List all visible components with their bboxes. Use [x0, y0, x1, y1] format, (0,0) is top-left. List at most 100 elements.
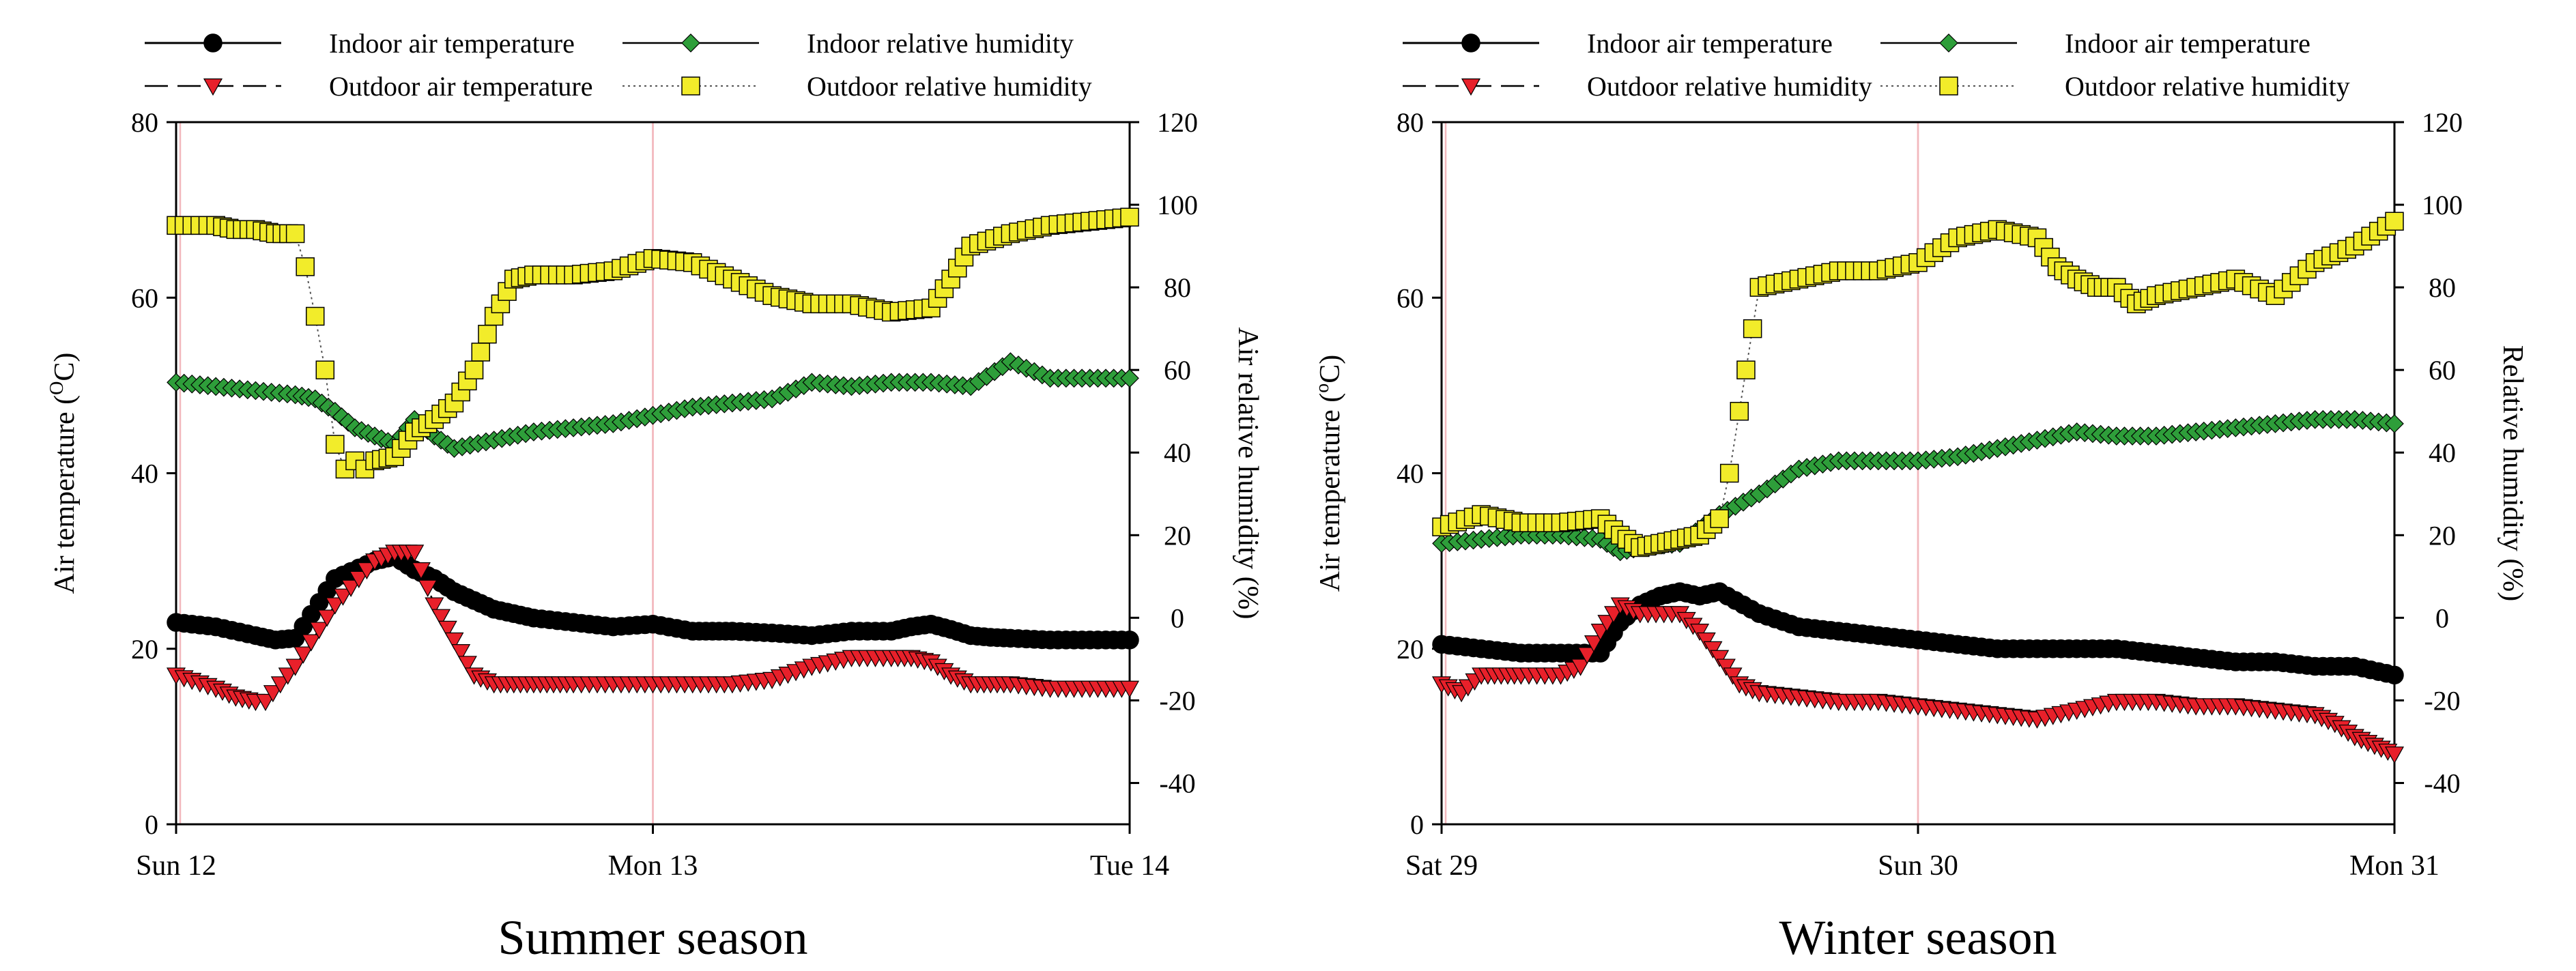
legend-marker [681, 76, 700, 96]
right-axis-tick-label: 40 [2429, 437, 2456, 468]
outdoor-temp-point [301, 634, 321, 652]
left-axis-tick-label: 40 [131, 459, 158, 489]
right-axis-tick-label: 20 [2429, 520, 2456, 551]
outdoor-temp-point [1690, 624, 1710, 641]
outdoor-temp-point [278, 667, 298, 685]
outdoor-rh-point [1710, 509, 1729, 528]
x-axis-tick-label: Mon 13 [608, 850, 698, 882]
right-axis-tick-label: 120 [2422, 107, 2463, 138]
left-axis-tick-label: 80 [1397, 107, 1424, 138]
outdoor-rh-point [1743, 319, 1762, 338]
legend-item: Indoor air temperature [145, 28, 575, 59]
outdoor-temp-point [438, 620, 457, 638]
outdoor-rh-point [471, 343, 491, 362]
indoor-rh-series [167, 352, 1139, 459]
legend-label: Indoor air temperature [2065, 28, 2310, 59]
outdoor-rh-point [478, 324, 497, 344]
outdoor-temp-point [1119, 680, 1140, 698]
legend-label: Indoor relative humidity [807, 28, 1074, 59]
x-axis-tick-label: Sun 12 [136, 850, 216, 882]
legend-label: Outdoor air temperature [329, 71, 593, 102]
outdoor-rh-point [464, 360, 484, 379]
y-axis-label: Air temperature (oC) [1312, 355, 1346, 592]
right-axis-tick-label: 80 [2429, 272, 2456, 303]
right-axis-tick-label: 60 [2429, 355, 2456, 386]
x-axis-tick-label: Sun 30 [1878, 850, 1958, 882]
legend-item: Outdoor relative humidity [1880, 71, 2350, 102]
legend-marker [1939, 33, 1958, 53]
winter-chart-panel: 0 20 40 60 80 -40 -20 0 20 40 60 80 100 120 Sat 29 Sun … [1312, 28, 2528, 965]
left-axis-tick-label: 40 [1397, 459, 1424, 489]
legend-marker [1939, 76, 1958, 96]
right-axis-tick-label: -40 [2424, 768, 2460, 798]
right-axis-tick-label: 20 [1164, 520, 1191, 551]
right-axis-tick-label: 100 [1157, 190, 1198, 220]
legend-marker [681, 33, 700, 53]
legend-marker [203, 33, 223, 53]
outdoor-temp-point [1577, 647, 1597, 665]
outdoor-temp-point [263, 685, 283, 703]
left-axis-tick-label: 20 [131, 634, 158, 665]
left-axis-tick-label: 20 [1397, 634, 1424, 665]
outdoor-rh-point [305, 306, 325, 326]
outdoor-rh-point [1719, 463, 1739, 483]
outdoor-rh-point [1736, 360, 1756, 379]
x-axis-tick-label: Mon 31 [2349, 850, 2439, 882]
legend-label: Outdoor relative humidity [2065, 71, 2350, 102]
legend-label: Outdoor relative humidity [807, 71, 1092, 102]
x-axis-tick-label: Sat 29 [1405, 850, 1478, 882]
outdoor-temp-point [1696, 632, 1716, 650]
y2-axis-label: Air relative humidity (%) [1232, 327, 1263, 619]
outdoor-rh-series [167, 207, 1139, 479]
y-axis-label-superscript: O [46, 381, 68, 395]
summer-chart-panel: 0 20 40 60 80 -40 -20 0 20 40 60 80 100 120 Sun 12 Mon … [46, 28, 1263, 965]
legend-item: Indoor relative humidity [622, 28, 1074, 59]
outdoor-temp-point [349, 570, 369, 589]
y2-axis-label: Relative humidity (%) [2497, 345, 2528, 602]
outdoor-rh-point [285, 224, 305, 244]
right-axis-tick-label: 0 [2435, 603, 2449, 633]
indoor-rh-point [2385, 414, 2404, 433]
outdoor-temp-point [270, 676, 290, 694]
legend-label: Indoor air temperature [329, 28, 575, 59]
outdoor-temp-point [294, 646, 313, 664]
legend-item: Outdoor relative humidity [1403, 71, 1872, 102]
y-axis-label-unit: C) [49, 353, 81, 381]
legend-item: Outdoor air temperature [145, 71, 593, 102]
outdoor-temp-point [1584, 635, 1603, 653]
indoor-temp-series [1432, 582, 2404, 685]
chart-title: Winter season [1779, 910, 2057, 965]
outdoor-temp-point [405, 545, 425, 562]
legend-label: Indoor air temperature [1587, 28, 1833, 59]
outdoor-temp-point [411, 562, 431, 580]
outdoor-temp-point [1710, 650, 1730, 667]
outdoor-temp-point [1703, 641, 1723, 658]
right-axis-tick-label: -20 [1159, 685, 1195, 716]
chart-legend: Indoor air temperature Indoor air tempera… [1403, 28, 2350, 102]
outdoor-temp-point [341, 579, 361, 597]
left-axis-tick-label: 60 [1397, 282, 1424, 313]
outdoor-temp-point [309, 622, 329, 639]
left-axis-tick-label: 0 [145, 809, 158, 840]
outdoor-rh-point [296, 257, 315, 276]
outdoor-temp-point [317, 609, 337, 627]
outdoor-temp-series [1431, 597, 2405, 764]
legend-item: Outdoor relative humidity [622, 71, 1092, 102]
right-axis-tick-label: 80 [1164, 272, 1191, 303]
outdoor-temp-point [255, 693, 275, 712]
y-axis-label-unit: C) [1315, 355, 1346, 383]
y-axis-label-text: Air temperature ( [49, 395, 81, 594]
outdoor-rh-point [1120, 207, 1139, 227]
legend-marker [203, 78, 223, 96]
outdoor-rh-series [1432, 212, 2404, 557]
outdoor-temp-point [457, 656, 477, 673]
outdoor-temp-point [325, 597, 345, 615]
outdoor-temp-point [2384, 747, 2405, 764]
right-axis-tick-label: 120 [1157, 107, 1198, 138]
outdoor-rh-point [315, 360, 335, 379]
legend-marker [1461, 78, 1481, 96]
outdoor-temp-point [418, 579, 438, 597]
outdoor-temp-point [1571, 658, 1590, 676]
outdoor-temp-point [444, 632, 464, 650]
legend-marker [1461, 33, 1480, 53]
